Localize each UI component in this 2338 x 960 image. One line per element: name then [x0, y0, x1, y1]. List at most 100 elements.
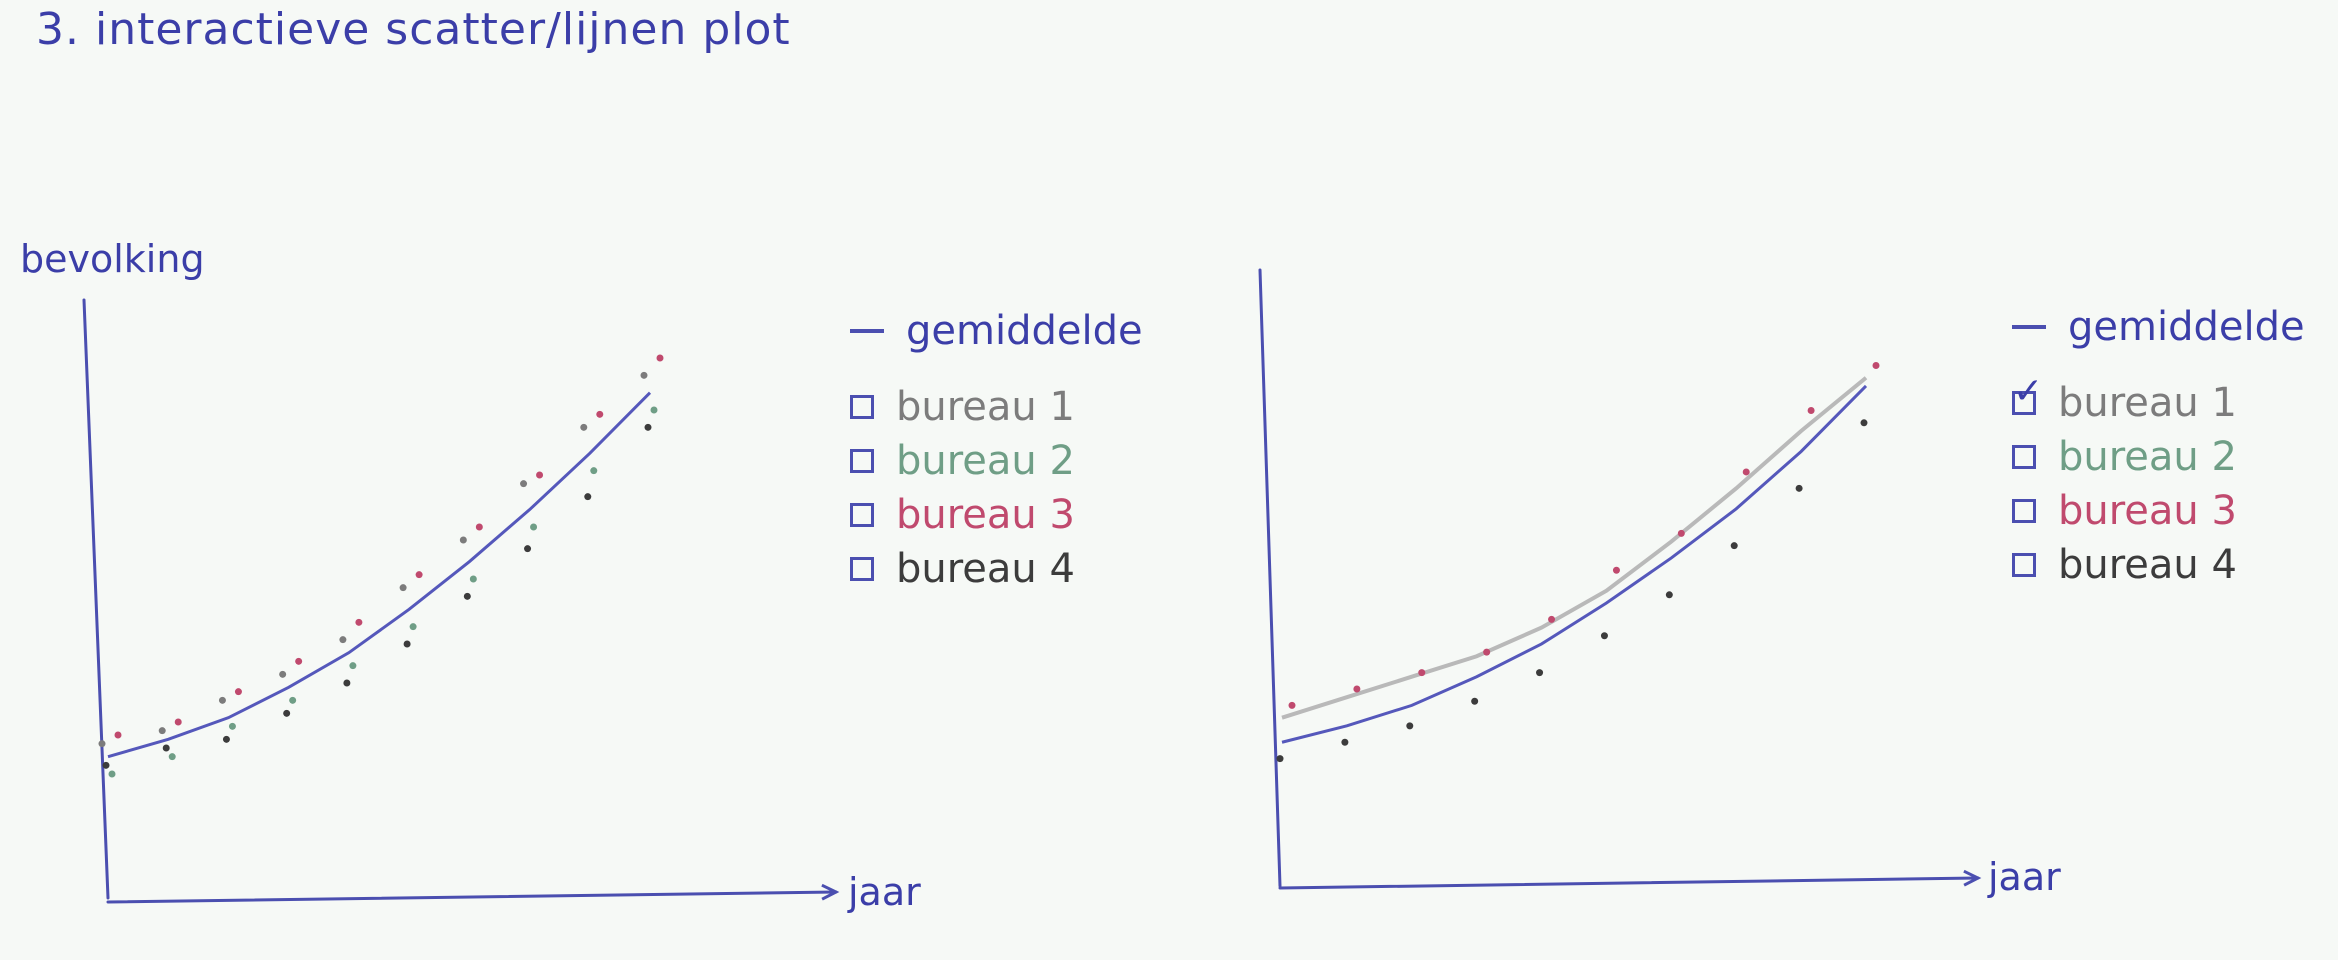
chart2-x-label: jaar [1987, 855, 2061, 899]
checkbox-bureau-2[interactable] [850, 449, 874, 473]
data-point-bureau-1 [218, 696, 226, 704]
checkbox-bureau-1[interactable] [850, 395, 874, 419]
data-point-bureau-4 [283, 709, 291, 717]
chart1-legend: gemiddelde bureau 1 bureau 2 bureau 3 bu… [850, 300, 1143, 596]
data-point-bureau-4 [1471, 697, 1479, 705]
legend-average: gemiddelde [2012, 296, 2305, 358]
data-point-bureau-4 [1276, 755, 1284, 763]
average-line-swatch [850, 329, 884, 333]
data-point-bureau-3 [234, 688, 242, 696]
legend-average-label: gemiddelde [2068, 304, 2305, 350]
data-point-bureau-3 [1548, 615, 1556, 623]
data-point-bureau-3 [1612, 566, 1620, 574]
legend-item-bureau-4[interactable]: bureau 4 [850, 542, 1143, 596]
data-point-bureau-1 [279, 670, 287, 678]
legend-item-bureau-1[interactable]: bureau 1 [850, 380, 1143, 434]
legend-item-bureau-1[interactable]: bureau 1 [2012, 374, 2305, 430]
data-point-bureau-4 [524, 545, 532, 553]
data-point-bureau-3 [1483, 648, 1491, 656]
data-point-bureau-2 [469, 575, 477, 583]
data-point-bureau-4 [644, 423, 652, 431]
data-point-bureau-3 [656, 354, 664, 362]
checkbox-bureau-3[interactable] [850, 503, 874, 527]
data-point-bureau-3 [355, 618, 363, 626]
data-point-bureau-1 [580, 423, 588, 431]
legend-label: bureau 4 [2058, 542, 2237, 588]
legend-label: bureau 1 [2058, 380, 2237, 426]
data-point-bureau-1 [339, 636, 347, 644]
checkbox-bureau-2[interactable] [2012, 445, 2036, 469]
legend-item-bureau-3[interactable]: bureau 3 [850, 488, 1143, 542]
data-point-bureau-2 [530, 523, 538, 531]
legend-average: gemiddelde [850, 300, 1143, 362]
chart1-x-axis [106, 883, 840, 904]
series-line-bureau-1 [1281, 376, 1868, 720]
data-point-bureau-3 [1677, 529, 1685, 537]
data-point-bureau-3 [295, 657, 303, 665]
data-point-bureau-3 [536, 471, 544, 479]
checkbox-bureau-4[interactable] [2012, 553, 2036, 577]
data-point-bureau-4 [1730, 542, 1738, 550]
data-point-bureau-4 [162, 744, 170, 752]
data-point-bureau-1 [399, 584, 407, 592]
data-point-bureau-4 [1536, 669, 1544, 677]
data-point-bureau-4 [463, 592, 471, 600]
data-point-bureau-1 [459, 536, 467, 544]
data-point-bureau-4 [584, 493, 592, 501]
data-point-bureau-2 [108, 770, 116, 778]
data-point-bureau-3 [1807, 407, 1815, 415]
data-point-bureau-4 [1406, 722, 1414, 730]
data-point-bureau-2 [650, 406, 658, 414]
data-point-bureau-3 [596, 410, 604, 418]
chart2-plot [1276, 361, 1880, 763]
data-point-bureau-4 [102, 761, 110, 769]
data-point-bureau-4 [1795, 484, 1803, 492]
legend-label: bureau 1 [896, 384, 1075, 430]
data-point-bureau-2 [168, 753, 176, 761]
average-line-swatch [2012, 325, 2046, 329]
data-point-bureau-3 [1742, 468, 1750, 476]
data-point-bureau-2 [590, 467, 598, 475]
page-title: 3. interactieve scatter/lijnen plot [36, 4, 791, 55]
data-point-bureau-3 [1872, 361, 1880, 369]
data-point-bureau-1 [98, 740, 106, 748]
data-point-bureau-3 [1353, 685, 1361, 693]
legend-item-bureau-2[interactable]: bureau 2 [2012, 430, 2305, 484]
data-point-bureau-4 [1665, 591, 1673, 599]
data-point-bureau-3 [415, 571, 423, 579]
chart2-x-axis [1278, 869, 1982, 890]
chart1-x-label: jaar [847, 870, 921, 914]
legend-label: bureau 2 [2058, 434, 2237, 480]
data-point-bureau-1 [520, 480, 528, 488]
data-point-bureau-4 [1600, 632, 1608, 640]
data-point-bureau-4 [1341, 738, 1349, 746]
checkbox-bureau-4[interactable] [850, 557, 874, 581]
data-point-bureau-4 [1860, 419, 1868, 427]
chart1-plot [98, 354, 664, 778]
checkbox-bureau-1[interactable] [2012, 374, 2043, 415]
chart2-legend: gemiddelde bureau 1 bureau 2 bureau 3 bu… [2012, 296, 2305, 592]
legend-label: bureau 3 [2058, 488, 2237, 534]
legend-average-label: gemiddelde [906, 308, 1143, 354]
data-point-bureau-2 [228, 722, 236, 730]
chart2-y-axis [1258, 268, 1282, 888]
legend-item-bureau-2[interactable]: bureau 2 [850, 434, 1143, 488]
data-point-bureau-2 [349, 662, 357, 670]
data-point-bureau-3 [475, 523, 483, 531]
data-point-bureau-3 [174, 718, 182, 726]
legend-label: bureau 2 [896, 438, 1075, 484]
data-point-bureau-3 [114, 731, 122, 739]
data-point-bureau-4 [403, 640, 411, 648]
chart1-y-label: bevolking [20, 237, 205, 281]
data-point-bureau-3 [1418, 669, 1426, 677]
data-point-bureau-2 [289, 696, 297, 704]
legend-label: bureau 3 [896, 492, 1075, 538]
data-point-bureau-4 [343, 679, 351, 687]
legend-item-bureau-3[interactable]: bureau 3 [2012, 484, 2305, 538]
data-point-bureau-2 [409, 623, 417, 631]
series-line-gemiddelde [1281, 384, 1868, 744]
legend-item-bureau-4[interactable]: bureau 4 [2012, 538, 2305, 592]
checkbox-bureau-3[interactable] [2012, 499, 2036, 523]
chart1-y-axis [82, 298, 110, 900]
